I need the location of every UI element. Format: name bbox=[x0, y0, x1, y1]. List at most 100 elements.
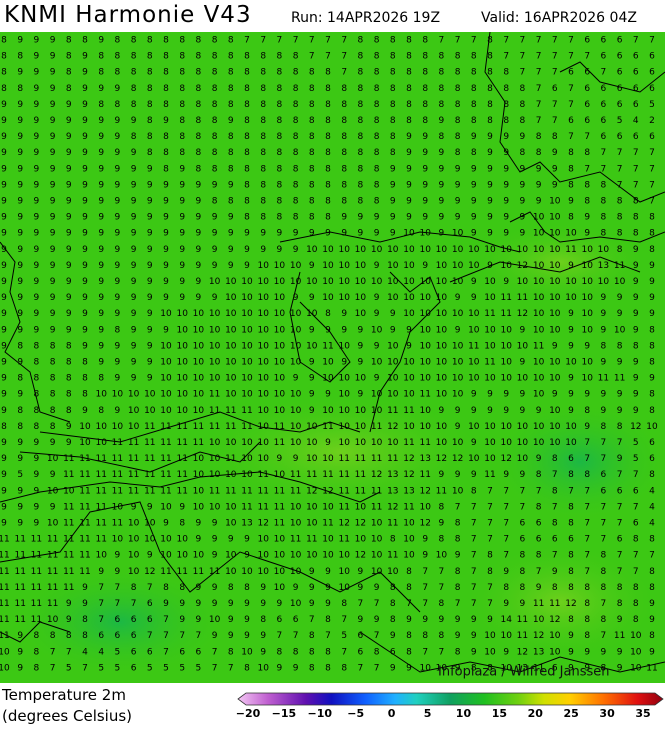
grid-value: 8 bbox=[82, 615, 88, 625]
grid-value: 10 bbox=[436, 325, 448, 335]
grid-value: 9 bbox=[228, 631, 234, 641]
grid-value: 9 bbox=[1, 470, 7, 480]
grid-value: 9 bbox=[34, 486, 40, 496]
grid-value: 11 bbox=[598, 374, 609, 384]
grid-value: 9 bbox=[584, 390, 590, 400]
grid-value: 10 bbox=[257, 438, 269, 448]
grid-value: 9 bbox=[66, 229, 72, 239]
grid-value: 7 bbox=[471, 599, 477, 609]
grid-value: 10 bbox=[176, 309, 188, 319]
grid-value: 7 bbox=[633, 470, 639, 480]
grid-value: 8 bbox=[633, 229, 639, 239]
grid-value: 7 bbox=[617, 502, 623, 512]
grid-value: 10 bbox=[371, 406, 383, 416]
grid-value: 9 bbox=[50, 132, 56, 142]
grid-value: 9 bbox=[406, 197, 412, 207]
grid-value: 9 bbox=[455, 631, 461, 641]
grid-value: 7 bbox=[536, 36, 542, 46]
grid-value: 9 bbox=[179, 164, 185, 174]
grid-value: 10 bbox=[322, 277, 334, 287]
grid-value: 10 bbox=[436, 438, 448, 448]
grid-value: 8 bbox=[260, 84, 266, 94]
grid-value: 8 bbox=[17, 84, 23, 94]
grid-value: 8 bbox=[325, 213, 331, 223]
grid-value: 8 bbox=[244, 213, 250, 223]
grid-value: 10 bbox=[533, 358, 545, 368]
grid-value: 8 bbox=[293, 164, 299, 174]
grid-value: 9 bbox=[212, 180, 218, 190]
grid-value: 11 bbox=[274, 486, 285, 496]
grid-value: 8 bbox=[277, 197, 283, 207]
grid-value: 9 bbox=[98, 84, 104, 94]
grid-value: 7 bbox=[163, 647, 169, 657]
grid-value: 8 bbox=[617, 245, 623, 255]
grid-value: 8 bbox=[406, 583, 412, 593]
grid-value: 9 bbox=[374, 583, 380, 593]
grid-value: 7 bbox=[584, 454, 590, 464]
grid-value: 9 bbox=[66, 100, 72, 110]
shade bbox=[10, 567, 230, 677]
grid-value: 9 bbox=[439, 164, 445, 174]
grid-value: 7 bbox=[649, 197, 655, 207]
grid-value: 10 bbox=[500, 261, 512, 271]
grid-value: 11 bbox=[176, 438, 187, 448]
grid-value: 9 bbox=[115, 229, 121, 239]
grid-value: 9 bbox=[212, 599, 218, 609]
coastline bbox=[0, 621, 71, 643]
grid-value: 10 bbox=[452, 309, 464, 319]
grid-value: 9 bbox=[34, 100, 40, 110]
grid-value: 9 bbox=[228, 180, 234, 190]
grid-value: 11 bbox=[209, 390, 220, 400]
grid-value: 6 bbox=[617, 100, 623, 110]
grid-value: 8 bbox=[422, 84, 428, 94]
grid-value: 8 bbox=[455, 68, 461, 78]
grid-value: 13 bbox=[533, 647, 544, 657]
grid-value: 11 bbox=[338, 454, 349, 464]
grid-value: 9 bbox=[568, 309, 574, 319]
grid-value: 7 bbox=[277, 631, 283, 641]
grid-value: 9 bbox=[244, 261, 250, 271]
grid-value: 6 bbox=[633, 84, 639, 94]
grid-value: 7 bbox=[649, 148, 655, 158]
grid-value: 10 bbox=[436, 309, 448, 319]
grid-value: 9 bbox=[309, 374, 315, 384]
grid-value: 10 bbox=[241, 438, 253, 448]
grid-value: 9 bbox=[50, 68, 56, 78]
grid-value: 9 bbox=[179, 502, 185, 512]
coastline bbox=[449, 256, 641, 283]
grid-value: 8 bbox=[633, 583, 639, 593]
grid-value: 8 bbox=[277, 213, 283, 223]
grid-value: 7 bbox=[471, 535, 477, 545]
grid-value: 9 bbox=[82, 68, 88, 78]
coastline bbox=[559, 61, 665, 93]
grid-value: 9 bbox=[115, 148, 121, 158]
grid-value: 8 bbox=[98, 100, 104, 110]
grid-value: 9 bbox=[390, 663, 396, 673]
grid-value: 9 bbox=[34, 180, 40, 190]
grid-value: 9 bbox=[439, 519, 445, 529]
grid-value: 7 bbox=[503, 551, 509, 561]
grid-value: 10 bbox=[241, 341, 253, 351]
grid-value: 8 bbox=[601, 229, 607, 239]
grid-value: 8 bbox=[649, 535, 655, 545]
grid-value: 8 bbox=[293, 68, 299, 78]
grid-value: 10 bbox=[452, 245, 464, 255]
grid-value: 6 bbox=[358, 631, 364, 641]
grid-value: 10 bbox=[290, 325, 302, 335]
grid-value: 9 bbox=[163, 213, 169, 223]
grid-value: 8 bbox=[455, 567, 461, 577]
grid-value: 11 bbox=[403, 438, 414, 448]
grid-value: 13 bbox=[387, 486, 398, 496]
grid-value: 14 bbox=[500, 615, 512, 625]
grid-value: 10 bbox=[257, 535, 269, 545]
grid-value: 8 bbox=[293, 84, 299, 94]
grid-value: 9 bbox=[487, 180, 493, 190]
grid-value: 8 bbox=[325, 132, 331, 142]
grid-value: 7 bbox=[163, 615, 169, 625]
grid-value: 11 bbox=[193, 567, 204, 577]
grid-value: 8 bbox=[406, 84, 412, 94]
grid-value: 9 bbox=[179, 229, 185, 239]
grid-value: 8 bbox=[163, 164, 169, 174]
grid-value: 9 bbox=[50, 164, 56, 174]
colorbar-ticks: −20 −15 −10 −5 0 5 10 15 20 25 30 35 bbox=[236, 707, 651, 720]
